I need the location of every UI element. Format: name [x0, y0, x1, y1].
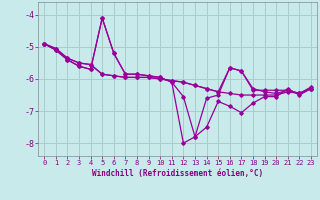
X-axis label: Windchill (Refroidissement éolien,°C): Windchill (Refroidissement éolien,°C)	[92, 169, 263, 178]
